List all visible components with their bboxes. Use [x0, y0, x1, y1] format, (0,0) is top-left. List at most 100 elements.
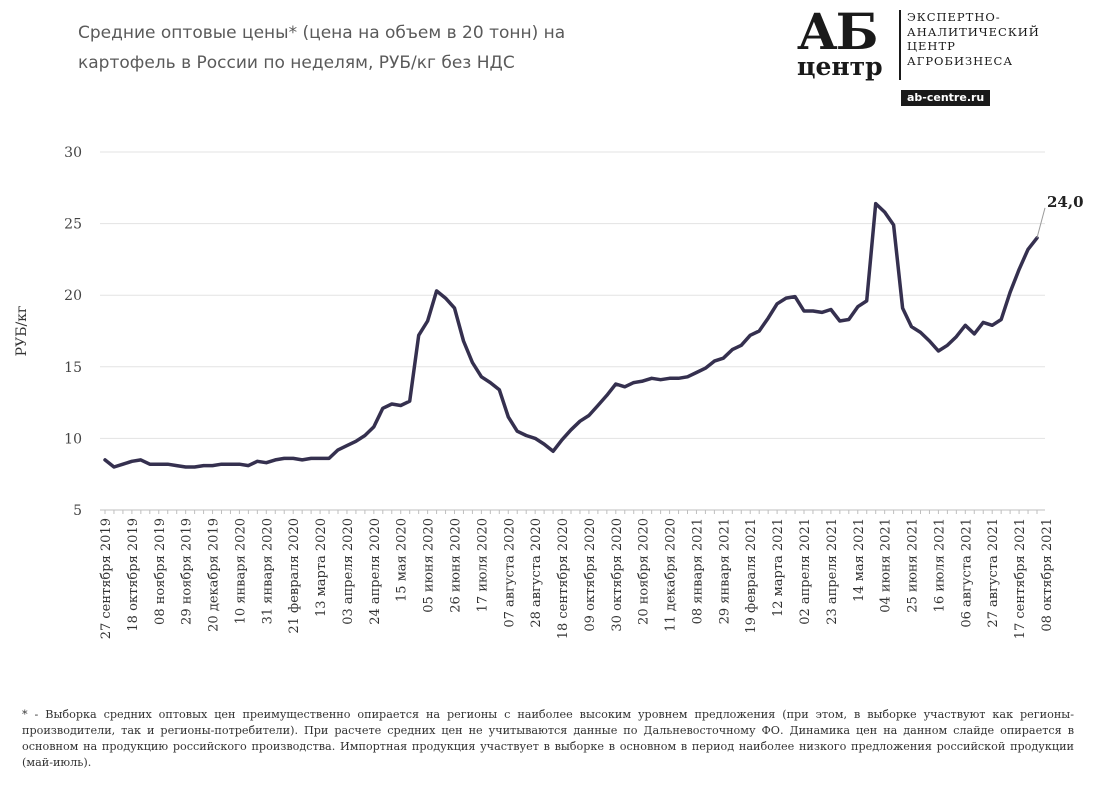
x-tick-label: 27 сентября 2019 — [99, 518, 114, 639]
x-tick-label: 14 мая 2021 — [852, 518, 867, 602]
x-tick-label: 29 ноября 2019 — [180, 518, 195, 625]
data-point — [892, 223, 895, 227]
data-point — [560, 438, 564, 442]
y-tick-label-15: 15 — [64, 360, 82, 376]
logo-ab-mark: АБ — [797, 2, 878, 61]
x-tick-label: 24 апреля 2020 — [368, 518, 383, 625]
data-point — [184, 465, 187, 469]
data-point — [157, 462, 160, 466]
x-tick-label: 18 октября 2019 — [126, 518, 141, 632]
price-series-line — [103, 201, 1039, 469]
data-point — [919, 331, 922, 334]
x-tick-label: 07 августа 2020 — [502, 518, 517, 628]
data-point — [417, 334, 420, 337]
data-point — [838, 319, 842, 323]
data-point — [489, 381, 492, 384]
x-tick-label: 09 октября 2020 — [583, 518, 598, 632]
logo-divider — [899, 10, 901, 80]
data-point — [901, 306, 904, 310]
data-point — [847, 318, 851, 321]
data-point — [722, 357, 725, 360]
data-point — [516, 430, 519, 433]
data-point — [202, 464, 205, 467]
data-point — [946, 344, 949, 347]
y-tick-label-25: 25 — [64, 217, 82, 233]
last-value-label: 24,0 — [1047, 193, 1084, 211]
logo-text: ЭКСПЕРТНО- АНАЛИТИЧЕСКИЙ ЦЕНТР АГРОБИЗНЕ… — [907, 10, 1040, 68]
data-point — [874, 202, 877, 205]
data-point — [238, 462, 241, 466]
data-point — [148, 462, 152, 466]
x-tick-label: 16 июля 2021 — [932, 518, 947, 612]
data-point — [471, 361, 474, 364]
data-point — [265, 461, 268, 464]
x-tick-label: 28 августа 2020 — [529, 518, 544, 628]
data-point — [731, 348, 734, 351]
data-point — [740, 344, 743, 347]
data-point — [856, 305, 859, 308]
data-point — [444, 296, 447, 300]
data-point — [883, 210, 886, 214]
data-point — [166, 462, 169, 466]
data-point — [766, 316, 770, 320]
x-tick-label: 15 мая 2020 — [395, 518, 410, 602]
data-point — [802, 309, 806, 313]
data-point — [175, 464, 178, 467]
data-point — [605, 394, 609, 397]
data-point — [139, 458, 143, 462]
data-point — [910, 325, 913, 328]
data-point — [211, 464, 214, 467]
data-point — [811, 309, 815, 313]
y-axis-label: РУБ/кг — [14, 306, 30, 357]
data-point — [990, 324, 994, 327]
data-point — [982, 321, 985, 324]
data-point — [247, 464, 250, 467]
data-point — [632, 381, 635, 384]
data-point — [283, 457, 286, 460]
x-tick-label: 20 ноября 2020 — [637, 518, 652, 625]
data-point — [757, 329, 761, 333]
gridlines — [100, 151, 1045, 439]
data-point — [354, 440, 358, 443]
x-tick-label: 20 декабря 2019 — [207, 518, 222, 632]
data-point — [372, 425, 376, 429]
footnote: * - Выборка средних оптовых цен преимуще… — [22, 708, 1074, 769]
x-tick-label: 25 июня 2021 — [906, 518, 921, 613]
x-tick-label: 17 сентября 2021 — [1013, 518, 1028, 639]
data-point — [462, 339, 465, 343]
x-axis-tick-marks — [104, 510, 1038, 514]
data-point — [928, 339, 931, 343]
data-point — [677, 377, 680, 380]
logo-text-line-1: ЭКСПЕРТНО- — [907, 10, 1001, 24]
x-tick-label: 11 декабря 2020 — [664, 518, 679, 632]
data-point — [103, 458, 107, 462]
data-point — [318, 457, 322, 460]
data-point — [291, 457, 295, 460]
y-tick-label-30: 30 — [64, 145, 82, 161]
x-tick-label: 03 апреля 2020 — [341, 518, 356, 625]
data-point — [1017, 268, 1021, 271]
y-tick-label-10: 10 — [64, 431, 82, 447]
data-point — [551, 450, 555, 453]
data-point — [1008, 291, 1012, 294]
data-point — [381, 407, 385, 410]
data-point — [749, 334, 752, 337]
price-line-chart: 5 10 15 20 25 30 27 сентября 2019 18 октября 2… — [14, 145, 1084, 639]
data-point — [435, 289, 438, 293]
data-point — [390, 402, 393, 406]
data-point — [865, 299, 868, 303]
x-tick-label: 05 июня 2020 — [422, 518, 437, 613]
logo-text-line-3: ЦЕНТР — [907, 39, 956, 53]
data-point — [955, 335, 958, 338]
data-point — [193, 465, 196, 469]
data-point — [336, 448, 340, 452]
data-point — [220, 462, 223, 466]
data-point — [793, 295, 797, 298]
x-tick-label: 30 октября 2020 — [610, 518, 625, 632]
x-tick-label: 08 ноября 2019 — [153, 518, 168, 625]
data-point — [686, 375, 689, 379]
data-point — [399, 404, 402, 407]
x-tick-label: 19 февраля 2021 — [744, 518, 759, 634]
x-tick-label: 10 января 2020 — [233, 518, 248, 624]
x-tick-label: 29 января 2021 — [717, 518, 732, 624]
